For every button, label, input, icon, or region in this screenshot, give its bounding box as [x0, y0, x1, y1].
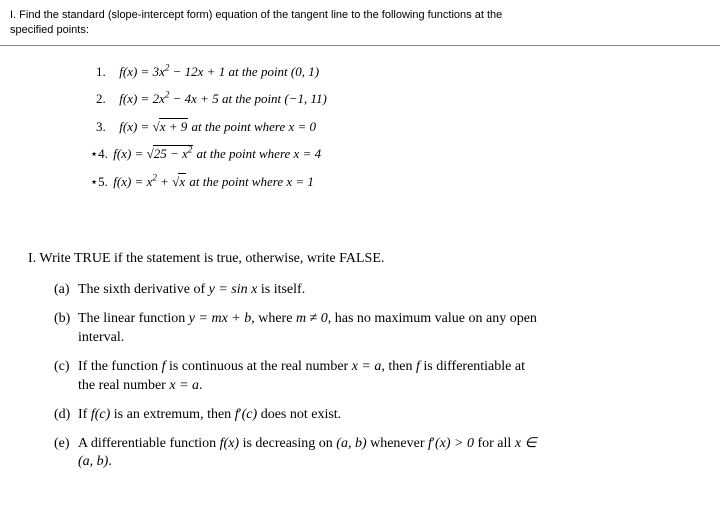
item-d: (d)If f(c) is an extremum, then f′(c) do… — [54, 406, 692, 425]
eq-e: f(x) — [220, 436, 239, 451]
label-a: (a) — [54, 281, 78, 300]
text-a1: The sixth derivative of — [78, 282, 209, 297]
section-1-header: I. Find the standard (slope-intercept fo… — [0, 0, 720, 46]
text-c4: is differentiable at — [420, 359, 525, 374]
cont-e: (a, b). — [54, 453, 692, 472]
text-b2: , where — [251, 311, 296, 326]
problem-1: 1. f(x) = 3x2 − 12x + 1 at the point (0,… — [96, 64, 710, 81]
item-b: (b)The linear function y = mx + b, where… — [54, 310, 692, 348]
item-c: (c)If the function f is continuous at th… — [54, 358, 692, 396]
tail-3: at the point where x = 0 — [188, 119, 316, 134]
eq-b2: m ≠ 0 — [296, 311, 328, 326]
text-d2: is an extremum, then — [110, 407, 234, 422]
problem-4: ⋆4. f(x) = 25 − x2 at the point where x … — [96, 145, 710, 163]
problem-3: 3. f(x) = x + 9 at the point where x = 0 — [96, 118, 710, 136]
header-line-2: specified points: — [10, 24, 89, 36]
section-2-title: I. Write TRUE if the statement is true, … — [28, 251, 692, 267]
text-b3: , has no maximum value on any open — [328, 311, 537, 326]
tail-1: − 12x + 1 at the point (0, 1) — [169, 64, 319, 79]
eq-c2: x = a — [352, 359, 382, 374]
label-b: (b) — [54, 310, 78, 329]
tail-2: − 4x + 5 at the point (−1, 11) — [169, 91, 327, 106]
tail-5: at the point where x = 1 — [186, 174, 314, 189]
true-false-list: (a)The sixth derivative of y = sin x is … — [28, 281, 692, 472]
func-1: f(x) = 3x — [119, 64, 165, 79]
cont-b: interval. — [54, 329, 692, 348]
section-2: I. Write TRUE if the statement is true, … — [0, 211, 720, 492]
func-3: f(x) = — [119, 119, 152, 134]
text-a2: is itself. — [257, 282, 305, 297]
label-d: (d) — [54, 406, 78, 425]
eq-b: y = mx + b — [189, 311, 251, 326]
text-d3: does not exist. — [257, 407, 341, 422]
label-2: 2. — [96, 91, 116, 108]
sqrt-5: x — [172, 173, 186, 191]
eq-e5: x ∈ — [515, 436, 537, 451]
label-e: (e) — [54, 435, 78, 454]
header-line-1: I. Find the standard (slope-intercept fo… — [10, 9, 502, 21]
text-e1: A differentiable function — [78, 436, 220, 451]
problem-list: 1. f(x) = 3x2 − 12x + 1 at the point (0,… — [0, 46, 720, 211]
label-5: ⋆5. — [90, 174, 110, 191]
label-3: 3. — [96, 119, 116, 136]
text-d1: If — [78, 407, 91, 422]
item-e: (e)A differentiable function f(x) is dec… — [54, 435, 692, 473]
cont-c: the real number x = a. — [54, 377, 692, 396]
func-2: f(x) = 2x — [119, 91, 165, 106]
label-c: (c) — [54, 358, 78, 377]
tail-4: at the point where x = 4 — [193, 146, 321, 161]
item-a: (a)The sixth derivative of y = sin x is … — [54, 281, 692, 300]
sqrt-4: 25 − x2 — [147, 145, 194, 163]
eq-e2: (a, b) — [336, 436, 366, 451]
text-b1: The linear function — [78, 311, 189, 326]
label-4: ⋆4. — [90, 146, 110, 163]
text-e4: for all — [474, 436, 515, 451]
plus-5: + — [157, 174, 172, 189]
text-c2: is continuous at the real number — [165, 359, 351, 374]
eq-e4: (x) > 0 — [435, 436, 474, 451]
eq-d3: (c) — [242, 407, 258, 422]
text-e2: is decreasing on — [239, 436, 336, 451]
eq-a: y = sin x — [209, 282, 258, 297]
label-1: 1. — [96, 64, 116, 81]
func-5: f(x) = x — [113, 174, 152, 189]
problem-2: 2. f(x) = 2x2 − 4x + 5 at the point (−1,… — [96, 91, 710, 108]
text-c1: If the function — [78, 359, 162, 374]
problem-5: ⋆5. f(x) = x2 + x at the point where x =… — [96, 173, 710, 191]
sqrt-3: x + 9 — [153, 118, 189, 136]
eq-d: f(c) — [91, 407, 110, 422]
func-4: f(x) = — [113, 146, 146, 161]
text-c3: , then — [381, 359, 416, 374]
text-e3: whenever — [367, 436, 428, 451]
